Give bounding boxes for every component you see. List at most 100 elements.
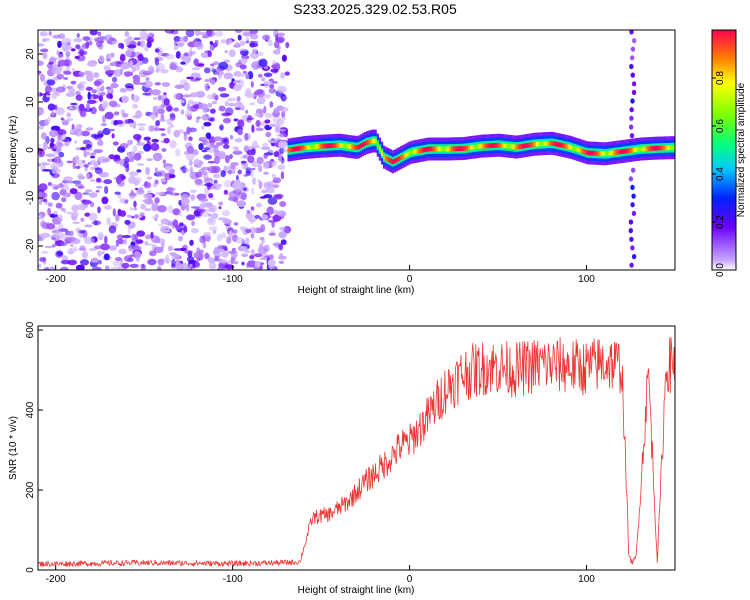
noise-blob — [223, 139, 228, 143]
noise-blob — [127, 139, 133, 146]
noise-blob — [275, 123, 280, 128]
noise-blob — [151, 216, 159, 219]
noise-blob — [98, 171, 109, 178]
noise-blob — [74, 140, 78, 144]
noise-blob — [156, 266, 162, 270]
noise-blob — [38, 107, 45, 116]
noise-blob — [206, 94, 212, 100]
noise-blob — [75, 44, 81, 49]
noise-blob — [90, 257, 99, 263]
ridge-inner-segment — [476, 144, 479, 150]
noise-blob — [260, 224, 266, 233]
noise-blob — [250, 233, 255, 239]
noise-blob — [135, 256, 140, 262]
noise-blob — [227, 97, 237, 102]
noise-blob — [97, 140, 104, 147]
noise-blob — [276, 32, 285, 37]
noise-blob — [110, 82, 119, 89]
noise-blob — [257, 73, 263, 78]
noise-blob — [212, 173, 221, 178]
noise-blob — [86, 62, 96, 67]
noise-blob — [137, 187, 144, 193]
ridge-inner-segment — [512, 144, 515, 150]
noise-blob — [91, 89, 98, 94]
noise-blob — [239, 64, 247, 70]
noise-blob — [201, 125, 205, 130]
noise-blob — [139, 36, 149, 41]
colorbar: 0.0 0.2 0.4 0.6 0.8 Normalized spectral ampl… — [711, 29, 747, 277]
noise-blob — [186, 214, 196, 221]
noise-blob — [79, 245, 86, 251]
streak-blob — [629, 30, 634, 35]
ridge-inner-segment — [501, 143, 505, 148]
noise-blob — [100, 243, 110, 251]
noise-blob — [208, 262, 217, 270]
noise-blob — [127, 44, 137, 49]
noise-blob — [267, 197, 278, 205]
noise-blob — [136, 230, 146, 237]
noise-blob — [246, 149, 254, 156]
noise-blob — [101, 196, 109, 205]
noise-blob — [277, 255, 287, 260]
colorbar-tick-label: 0.6 — [715, 119, 726, 133]
ridge-inner-segment — [603, 151, 607, 157]
noise-blob — [271, 60, 277, 66]
noise-blob — [115, 213, 120, 222]
noise-blob — [221, 251, 229, 258]
x-tick-label: -100 — [223, 274, 243, 285]
noise-blob — [217, 266, 226, 270]
streak-blob — [631, 89, 637, 95]
noise-blob — [128, 171, 139, 177]
noise-blob — [193, 251, 202, 259]
noise-blob — [55, 91, 61, 97]
noise-blob — [280, 239, 287, 245]
ridge-inner-segment — [327, 143, 331, 149]
ridge-inner-segment — [455, 146, 458, 152]
ridge-inner-segment — [453, 146, 456, 152]
noise-blob — [237, 128, 243, 136]
noise-blob — [49, 142, 54, 148]
noise-blob — [100, 123, 107, 127]
noise-blob — [88, 192, 98, 198]
noise-blob — [151, 89, 161, 96]
noise-blob — [210, 197, 216, 201]
noise-blob — [73, 38, 83, 43]
noise-blob — [75, 165, 81, 169]
noise-blob — [268, 87, 276, 94]
noise-blob — [167, 126, 171, 135]
noise-blob — [195, 171, 203, 178]
noise-blob — [84, 166, 88, 172]
noise-blob — [143, 193, 153, 199]
ridge-inner-segment — [440, 146, 443, 152]
noise-blob — [55, 146, 62, 154]
ridge-inner-segment — [493, 143, 496, 148]
noise-blob — [40, 48, 49, 53]
noise-blob — [240, 50, 244, 56]
ridge-inner-segment — [593, 150, 596, 156]
noise-blob — [183, 35, 189, 43]
noise-blob — [46, 223, 56, 230]
noise-blob — [75, 90, 81, 96]
noise-blob — [261, 77, 266, 82]
y-tick-label: 20 — [25, 48, 36, 60]
ridge-inner-segment — [374, 138, 377, 144]
ridge-inner-segment — [667, 145, 670, 151]
noise-blob — [224, 264, 235, 270]
noise-blob — [150, 111, 156, 115]
noise-blob — [246, 209, 251, 214]
noise-blob — [120, 175, 126, 180]
noise-blob — [235, 188, 240, 197]
noise-blob — [188, 51, 194, 57]
noise-blob — [135, 187, 139, 191]
noise-blob — [255, 108, 264, 114]
noise-blob — [80, 217, 85, 222]
noise-blob — [244, 132, 249, 141]
colorbar-tick-label: 0.4 — [715, 167, 726, 181]
noise-blob — [165, 53, 175, 60]
chart-title: S233.2025.329.02.53.R05 — [293, 1, 457, 17]
noise-blob — [228, 102, 236, 107]
noise-blob — [271, 173, 276, 179]
noise-blob — [234, 107, 242, 110]
ridge-inner-segment — [412, 149, 416, 155]
noise-blob — [195, 91, 206, 98]
